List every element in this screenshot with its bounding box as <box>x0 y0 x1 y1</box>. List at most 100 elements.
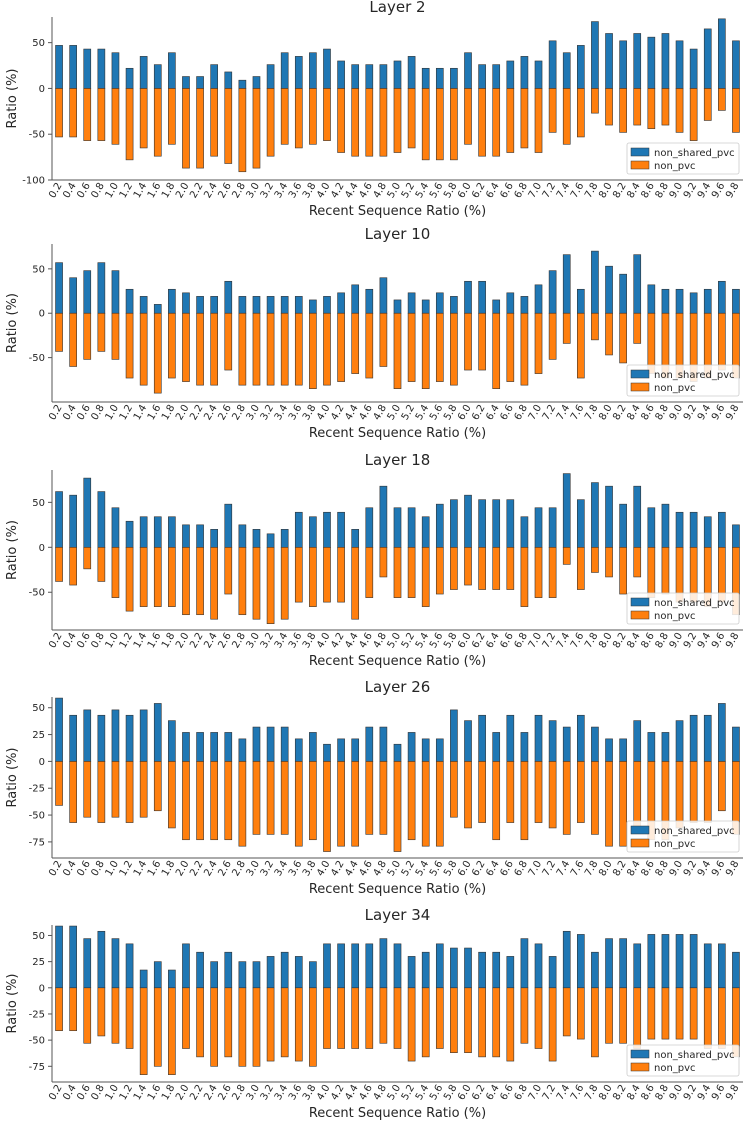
x-tick-label: 8.6 <box>639 181 656 200</box>
bar-non-shared-pvc <box>168 720 176 762</box>
x-tick-label: 5.6 <box>428 1083 445 1102</box>
bar-non-pvc <box>139 987 148 1075</box>
chart-title: Layer 2 <box>369 0 425 16</box>
bar-non-shared-pvc <box>435 738 444 762</box>
bar-non-pvc <box>605 312 613 356</box>
bar-non-shared-pvc <box>252 76 261 89</box>
bar-non-pvc <box>294 546 303 603</box>
x-tick-label: 4.2 <box>329 1083 346 1102</box>
bar-non-pvc <box>464 88 472 145</box>
bar-non-pvc <box>506 987 515 1062</box>
bar-non-pvc <box>675 987 684 1040</box>
bar-non-shared-pvc <box>661 33 670 89</box>
bar-non-shared-pvc <box>605 265 613 314</box>
bar-non-shared-pvc <box>139 56 148 89</box>
bar-non-pvc <box>633 987 642 1049</box>
y-tick-label: 50 <box>32 703 45 714</box>
bar-non-shared-pvc <box>252 296 261 314</box>
x-tick-label: 4.4 <box>343 859 360 878</box>
x-tick-label: 8.0 <box>597 181 614 200</box>
legend-box <box>626 142 740 175</box>
bar-non-pvc <box>238 987 247 1067</box>
bar-non-pvc <box>125 987 134 1049</box>
x-tick-label: 1.2 <box>118 403 135 422</box>
bar-non-shared-pvc <box>548 270 557 314</box>
x-tick-label: 5.8 <box>442 181 459 200</box>
y-tick-label: -25 <box>29 784 45 795</box>
x-tick-label: 9.2 <box>682 859 699 878</box>
bar-non-pvc <box>548 312 557 360</box>
x-tick-label: 0.6 <box>75 181 92 200</box>
chart-layer-panel: Layer 10 50 0 -50 0.20.40.60.81.01.21.41.61.… <box>5 225 743 441</box>
x-tick-label: 6.4 <box>484 181 501 200</box>
bar-non-shared-pvc <box>605 738 613 762</box>
chart-legend: non_shared_pvc non_pvc <box>626 592 740 625</box>
x-tick-label: 5.8 <box>442 1083 459 1102</box>
bar-non-shared-pvc <box>238 738 247 762</box>
bar-non-shared-pvc <box>591 250 599 314</box>
x-tick-label: 2.4 <box>202 1083 219 1102</box>
x-tick-label: 1.2 <box>118 1083 135 1102</box>
bar-non-shared-pvc <box>407 292 416 314</box>
bar-non-pvc <box>224 88 233 164</box>
bar-non-shared-pvc <box>280 529 289 548</box>
bar-non-shared-pvc <box>548 507 557 548</box>
bar-non-pvc <box>153 88 162 157</box>
bar-non-pvc <box>591 761 599 835</box>
y-tick-label: -100 <box>22 176 45 187</box>
x-tick-label: 1.6 <box>146 403 163 422</box>
bar-non-shared-pvc <box>252 726 261 762</box>
bar-non-shared-pvc <box>69 277 77 314</box>
bar-non-pvc <box>323 987 331 1049</box>
bar-non-shared-pvc <box>196 732 204 762</box>
x-tick-label: 0.4 <box>61 859 78 878</box>
x-axis-label: Recent Sequence Ratio (%) <box>309 426 486 441</box>
x-tick-label: 7.4 <box>555 631 572 650</box>
bar-non-shared-pvc <box>210 732 218 762</box>
bar-non-pvc <box>365 546 374 598</box>
x-tick-label: 1.2 <box>118 181 135 200</box>
bar-non-shared-pvc <box>294 956 303 989</box>
bar-non-shared-pvc <box>647 507 656 548</box>
chart-layer-panel: Layer 26 50 25 0 -25 -50 -750.20.40.60.81.01.2… <box>5 678 743 897</box>
bar-non-shared-pvc <box>576 714 585 762</box>
x-tick-label: 3.4 <box>273 403 290 422</box>
bar-non-pvc <box>661 546 670 595</box>
bar-non-pvc <box>55 546 63 582</box>
bar-non-shared-pvc <box>619 273 627 314</box>
x-tick-label: 2.8 <box>230 181 247 200</box>
bar-non-shared-pvc <box>139 296 148 314</box>
legend-swatch <box>630 597 650 607</box>
x-tick-label: 5.4 <box>414 403 431 422</box>
y-tick-label: 25 <box>32 730 45 741</box>
bar-non-pvc <box>633 312 642 344</box>
x-tick-label: 7.6 <box>569 403 586 422</box>
bar-non-shared-pvc <box>661 503 670 548</box>
y-tick-label: -50 <box>29 353 45 364</box>
bar-non-shared-pvc <box>520 296 529 314</box>
x-tick-label: 8.2 <box>611 403 628 422</box>
bar-non-pvc <box>55 88 63 138</box>
bar-non-shared-pvc <box>435 503 444 548</box>
bar-non-shared-pvc <box>210 296 218 314</box>
bar-non-pvc <box>393 88 402 153</box>
bar-non-pvc <box>647 312 656 374</box>
bar-non-pvc <box>365 987 374 1049</box>
legend-entry: non_shared_pvc <box>654 826 735 837</box>
bar-non-shared-pvc <box>520 516 529 548</box>
bar-non-pvc <box>492 312 501 389</box>
bar-non-shared-pvc <box>182 943 190 989</box>
bar-non-shared-pvc <box>478 499 486 548</box>
x-tick-label: 2.6 <box>216 1083 233 1102</box>
bar-non-pvc <box>139 546 148 607</box>
chart-title: Layer 26 <box>365 678 431 696</box>
bar-non-shared-pvc <box>55 491 63 548</box>
x-tick-label: 0.2 <box>47 859 64 878</box>
legend-swatch <box>630 1062 650 1072</box>
bar-non-pvc <box>591 546 599 573</box>
bar-non-pvc <box>647 987 656 1040</box>
x-tick-label: 4.8 <box>372 403 389 422</box>
bar-non-shared-pvc <box>633 33 642 89</box>
x-tick-label: 8.2 <box>611 1083 628 1102</box>
bar-non-pvc <box>379 546 388 578</box>
